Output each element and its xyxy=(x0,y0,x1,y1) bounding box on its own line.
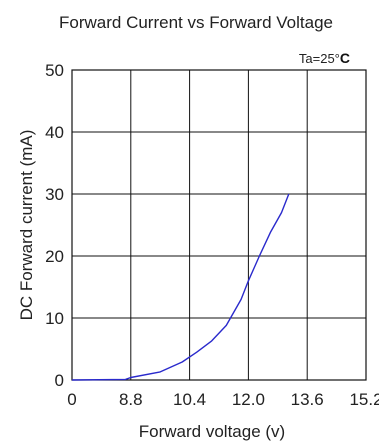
temperature-annotation-prefix: Ta=25° xyxy=(299,51,340,66)
y-tick-label: 10 xyxy=(45,309,64,328)
y-tick-label: 40 xyxy=(45,123,64,142)
series-layer xyxy=(71,193,290,381)
series-line xyxy=(71,193,290,381)
y-tick-label: 0 xyxy=(55,371,64,390)
x-tick-label: 8.8 xyxy=(119,390,143,409)
x-tick-label: 10.4 xyxy=(173,390,206,409)
temperature-annotation: Ta=25°C xyxy=(299,50,350,66)
x-tick-label: 0 xyxy=(67,390,76,409)
grid-lines xyxy=(71,69,367,381)
x-tick-label: 13.6 xyxy=(291,390,324,409)
x-tick-label: 15.2 xyxy=(349,390,379,409)
y-tick-label: 30 xyxy=(45,185,64,204)
chart-title: Forward Current vs Forward Voltage xyxy=(59,13,333,32)
tick-labels: 0 8.8 10.4 12.0 13.6 15.2 0 10 20 30 40 50 xyxy=(45,61,379,409)
plot-frame xyxy=(71,69,367,381)
x-tick-label: 12.0 xyxy=(232,390,265,409)
x-axis-label: Forward voltage (v) xyxy=(139,422,285,441)
y-axis-label: DC Forward current (mA) xyxy=(17,130,36,321)
y-tick-label: 50 xyxy=(45,61,64,80)
temperature-annotation-unit: C xyxy=(340,50,350,66)
y-tick-label: 20 xyxy=(45,247,64,266)
